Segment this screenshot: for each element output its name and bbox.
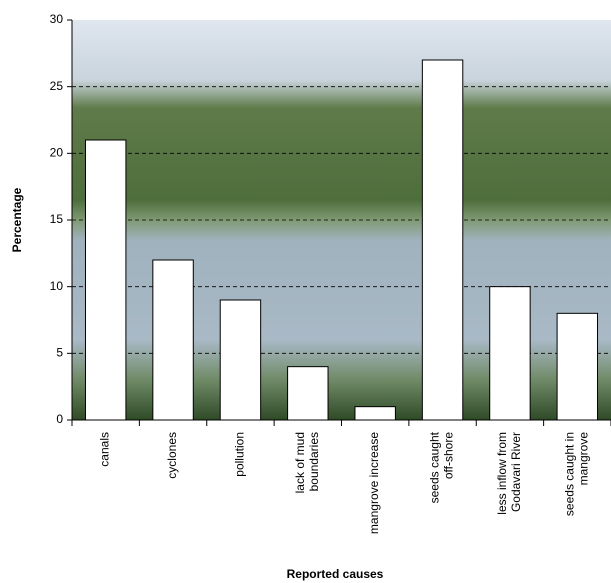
x-axis-title: Reported causes xyxy=(287,567,384,581)
y-tick-label: 10 xyxy=(50,279,64,293)
bar xyxy=(489,286,531,421)
bar xyxy=(556,312,599,421)
y-tick-label: 0 xyxy=(56,412,63,426)
y-axis-title: Percentage xyxy=(10,187,24,252)
y-tick-label: 30 xyxy=(50,12,64,26)
y-tick-label: 5 xyxy=(56,346,63,360)
x-tick-label: seeds caught in mangrove xyxy=(562,432,590,516)
bar xyxy=(421,59,464,421)
bar xyxy=(354,406,396,421)
x-tick-label: seeds caught off-shore xyxy=(428,431,456,503)
bar xyxy=(287,366,329,421)
y-tick-label: 15 xyxy=(50,212,64,226)
x-tick-label: less inflow from Godavari River xyxy=(495,432,523,515)
bar xyxy=(84,139,127,421)
bar xyxy=(219,299,262,421)
x-tick-label: cyclones xyxy=(165,432,179,479)
x-tick-label: mangrove increase xyxy=(367,432,381,534)
bar xyxy=(152,259,194,421)
x-tick-label: lack of mud boundaries xyxy=(293,432,321,495)
x-tick-label: canals xyxy=(98,432,112,467)
y-tick-label: 20 xyxy=(50,146,64,160)
y-tick-label: 25 xyxy=(50,79,64,93)
x-tick-label: pollution xyxy=(233,432,247,477)
